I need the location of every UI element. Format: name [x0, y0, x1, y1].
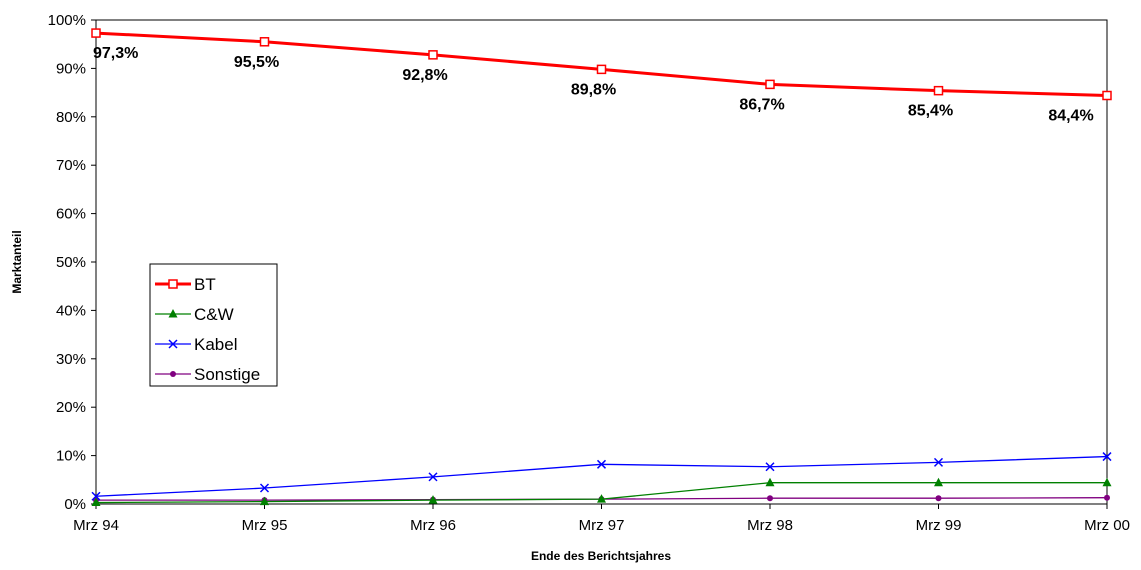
data-label: 86,7% [739, 96, 784, 113]
data-point [935, 495, 942, 502]
data-point [428, 495, 438, 504]
x-tick-label: Mrz 00 [1084, 517, 1130, 534]
y-tick-label: 10% [56, 448, 86, 465]
legend-item: Kabel [155, 335, 237, 354]
data-point [428, 50, 438, 60]
legend-item: BT [155, 275, 216, 294]
data-point [765, 462, 775, 472]
data-point [259, 483, 270, 493]
data-point [1102, 90, 1112, 101]
x-tick-label: Mrz 94 [73, 517, 119, 534]
x-axis-title: Ende des Berichtsjahres [531, 549, 671, 563]
y-tick-label: 30% [56, 351, 86, 368]
data-label: 95,5% [234, 54, 279, 71]
y-tick-label: 50% [56, 254, 86, 271]
x-tick-label: Mrz 95 [242, 517, 288, 534]
legend-item: C&W [155, 305, 234, 324]
data-point [933, 457, 944, 467]
data-point [91, 497, 101, 507]
data-point [765, 477, 775, 487]
x-tick-label: Mrz 99 [916, 517, 962, 534]
legend-label: BT [194, 275, 216, 294]
x-tick-label: Mrz 97 [579, 517, 625, 534]
data-point [91, 28, 101, 38]
data-point [91, 491, 101, 501]
y-tick-label: 80% [56, 109, 86, 126]
data-point [1102, 477, 1112, 487]
legend-marker [168, 339, 178, 349]
legend-item: Sonstige [155, 365, 260, 384]
plot-area [95, 19, 1108, 505]
data-point [767, 495, 773, 502]
series-bt [91, 28, 1112, 101]
data-point [596, 459, 607, 469]
legend-label: C&W [194, 305, 234, 324]
legend-marker [170, 371, 176, 377]
legend-label: Sonstige [194, 365, 260, 384]
y-axis-title: Marktanteil [10, 230, 24, 293]
data-point [933, 85, 944, 96]
data-point [596, 64, 607, 75]
data-point [765, 79, 775, 90]
legend-marker [168, 309, 178, 318]
x-tick-label: Mrz 96 [410, 517, 456, 534]
legend: BT C&W Kabel Sonstige [149, 263, 278, 387]
data-point [428, 472, 438, 482]
legend-marker [168, 279, 178, 289]
data-point [1102, 452, 1112, 462]
data-point [934, 477, 943, 487]
data-label: 92,8% [402, 67, 447, 84]
data-point [1104, 494, 1110, 501]
data-label: 85,4% [908, 103, 953, 120]
y-tick-label: 20% [56, 399, 86, 416]
y-tick-label: 60% [56, 206, 86, 223]
legend-label: Kabel [194, 335, 237, 354]
data-label: 97,3% [93, 45, 138, 62]
series-c-w [91, 477, 1112, 507]
y-tick-label: 0% [64, 496, 86, 513]
data-label: 84,4% [1048, 108, 1093, 125]
data-label: 89,8% [571, 81, 616, 98]
x-tick-label: Mrz 98 [747, 517, 793, 534]
data-point [597, 494, 606, 503]
data-point [259, 37, 270, 47]
y-tick-label: 70% [56, 157, 86, 174]
data-point [260, 496, 269, 506]
series-kabel [91, 452, 1112, 501]
y-tick-label: 90% [56, 60, 86, 77]
y-tick-label: 100% [48, 12, 86, 29]
y-tick-label: 40% [56, 302, 86, 319]
